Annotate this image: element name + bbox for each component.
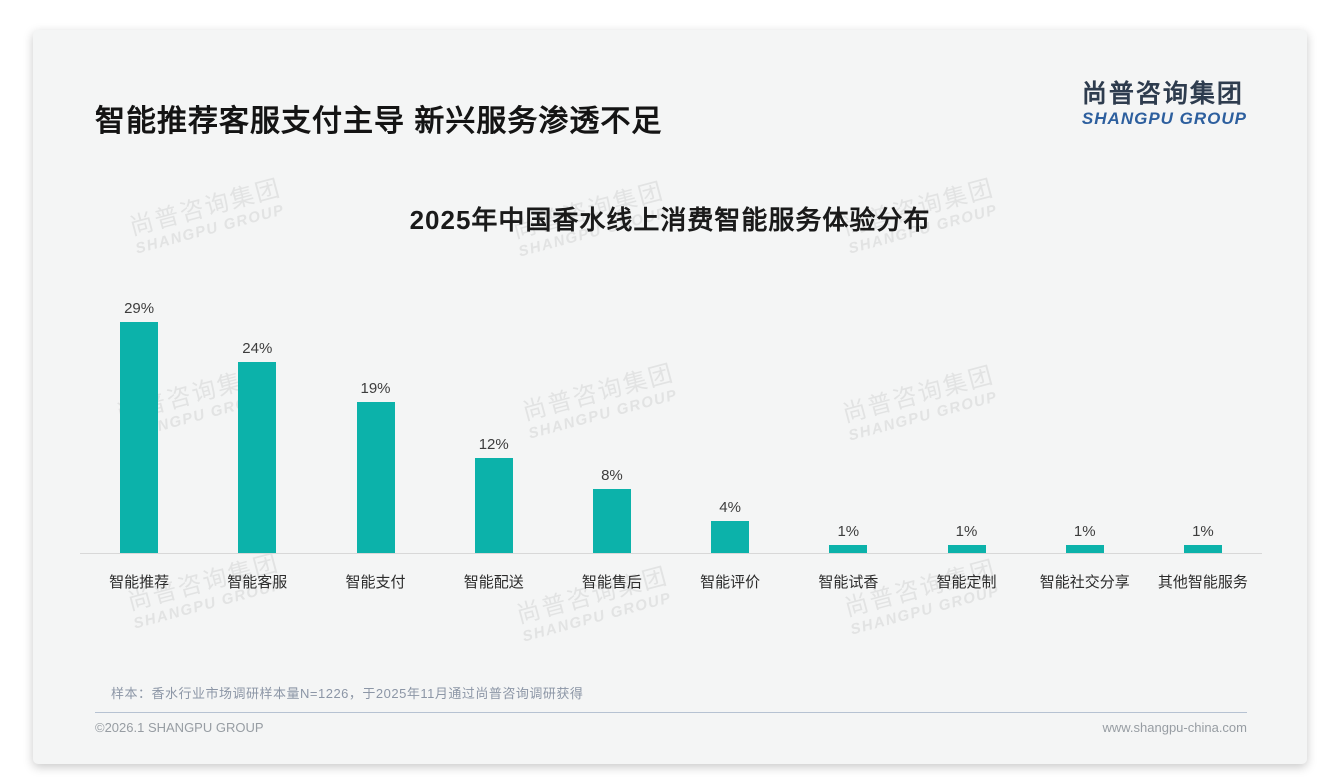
bar-value-label: 1% <box>837 523 860 540</box>
logo-cn-text: 尚普咨询集团 <box>1081 80 1244 108</box>
bar-column: 24% <box>198 340 316 553</box>
bar-chart: 29% 24% 19% 12% 8% 4% 1% 1% 1% 1% 智能推荐 智能客服 智能支付 智能配… <box>80 291 1262 592</box>
bar-column: 8% <box>553 467 671 553</box>
footer: ©2026.1 SHANGPU GROUP www.shangpu-china.… <box>95 720 1247 735</box>
bar-category-label: 智能定制 <box>936 574 997 591</box>
bar <box>356 402 395 553</box>
sample-note: 样本：香水行业市场调研样本量N=1226，于2025年11月通过尚普咨询调研获得 <box>111 686 584 701</box>
bar <box>947 545 986 553</box>
bar-category-label: 其他智能服务 <box>1157 574 1248 591</box>
bar-category-label: 智能售后 <box>581 574 642 591</box>
bar-column: 19% <box>316 380 434 553</box>
bar-value-label: 29% <box>124 300 155 317</box>
bar-value-label: 12% <box>478 436 509 453</box>
categories-row: 智能推荐 智能客服 智能支付 智能配送 智能售后 智能评价 智能试香 智能定制 智能社交分享 其他… <box>80 554 1262 592</box>
bar-value-label: 1% <box>1192 523 1214 540</box>
bar-value-label: 1% <box>1073 523 1096 540</box>
bar-category-label: 智能支付 <box>345 574 406 591</box>
bars-row: 29% 24% 19% 12% 8% 4% 1% 1% 1% 1% <box>80 291 1262 553</box>
x-axis-line <box>80 553 1262 554</box>
footer-divider <box>95 712 1247 713</box>
bar-column: 4% <box>671 499 789 553</box>
website-url: www.shangpu-china.com <box>1102 720 1247 735</box>
bar <box>829 545 868 553</box>
bar <box>474 458 513 553</box>
bar-column: 1% <box>1026 523 1144 553</box>
bar-column: 1% <box>907 523 1025 553</box>
logo-en-text: SHANGPU GROUP <box>1081 108 1247 128</box>
bar-value-label: 1% <box>955 523 978 540</box>
bar-category-label: 智能试香 <box>818 574 879 591</box>
page-title: 智能推荐客服支付主导 新兴服务渗透不足 <box>95 105 663 138</box>
bar-value-label: 24% <box>242 340 273 357</box>
bar-column: 1% <box>789 523 907 553</box>
bar-value-label: 19% <box>360 380 391 397</box>
copyright-text: ©2026.1 SHANGPU GROUP <box>95 720 264 735</box>
bar-value-label: 8% <box>601 467 623 484</box>
bar <box>592 489 631 553</box>
bar <box>120 322 159 553</box>
bar <box>1183 545 1222 553</box>
chart-title: 2025年中国香水线上消费智能服务体验分布 <box>409 205 931 235</box>
company-logo: 尚普咨询集团 SHANGPU GROUP <box>1082 80 1247 129</box>
bar-category-label: 智能客服 <box>227 574 288 591</box>
bar-value-label: 4% <box>719 499 741 516</box>
bar-category-label: 智能评价 <box>700 574 761 591</box>
bar <box>711 521 750 553</box>
bar-category-label: 智能推荐 <box>109 574 170 591</box>
bar-column: 29% <box>80 300 198 553</box>
bar-column: 12% <box>435 436 553 553</box>
bar <box>238 362 277 553</box>
slide-card: 尚普咨询集团 SHANGPU GROUP 尚普咨询集团 SHANGPU GROUP 尚普… <box>33 30 1307 764</box>
bar-column: 1% <box>1144 523 1262 553</box>
bar-category-label: 智能配送 <box>463 574 524 591</box>
bar <box>1065 545 1104 553</box>
bar-category-label: 智能社交分享 <box>1039 574 1130 591</box>
